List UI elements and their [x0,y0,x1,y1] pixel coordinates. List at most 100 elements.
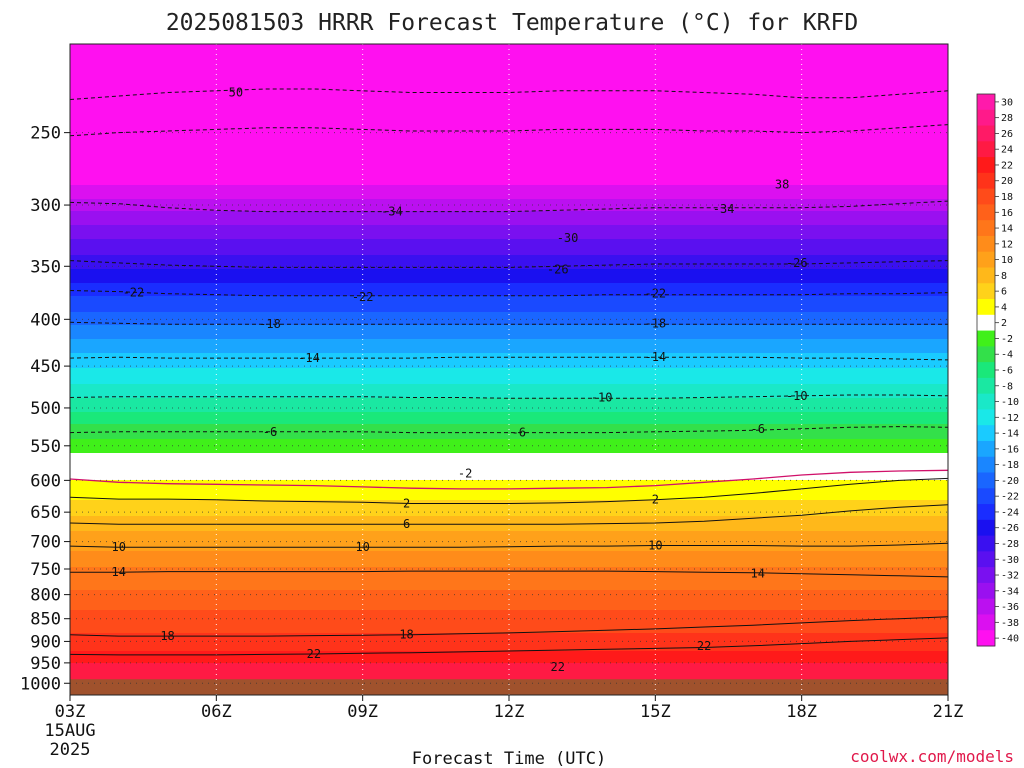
colorbar-swatch [977,582,995,600]
contour-label: -2 [458,467,472,481]
colorbar-swatch [977,535,995,552]
colorbar-label: -16 [1001,444,1019,455]
colorbar-label: 20 [1001,176,1013,187]
contour-label: 38 [775,178,789,192]
isotherm-line [70,260,948,268]
colorbar-swatch [977,94,995,111]
colorbar-label: 26 [1001,129,1013,140]
colorbar-label: -20 [1001,476,1019,487]
temperature-band [70,384,948,399]
temperature-band [70,439,948,454]
colorbar-label: -36 [1001,602,1019,613]
colorbar-swatch [977,630,995,647]
colorbar-label: 18 [1001,192,1013,203]
colorbar-label: 14 [1001,224,1013,235]
contour-label: -22 [644,287,666,301]
y-tick-label: 350 [30,257,61,277]
y-tick-label: 600 [30,471,61,491]
temperature-band [70,185,948,200]
contour-label: -14 [644,350,666,364]
contour-label: 14 [751,567,765,581]
temperature-band [70,424,948,440]
colorbar-label: -14 [1001,429,1019,440]
colorbar-label: -2 [1001,334,1013,345]
colorbar-label: 8 [1001,271,1007,282]
y-tick-label: 750 [30,560,61,580]
temperature-band [70,412,948,425]
colorbar-swatch [977,141,995,158]
colorbar-swatch [977,393,995,410]
colorbar-label: 6 [1001,287,1007,298]
x-tick-label: 18Z [786,702,817,722]
colorbar-label: -40 [1001,634,1019,645]
colorbar-label: 28 [1001,113,1013,124]
y-tick-label: 900 [30,632,61,652]
colorbar-swatch [977,299,995,316]
colorbar-swatch [977,377,995,395]
colorbar-swatch [977,504,995,521]
contour-label: 22 [697,639,711,653]
temperature-band [70,255,948,270]
x-date-day: 15AUG [44,721,95,741]
x-tick-label: 03Z [55,702,86,722]
contour-label: -22 [352,290,374,304]
colorbar-swatch [977,519,995,537]
contour-label: -6 [512,426,526,440]
colorbar-swatch [977,456,995,474]
isotherm-line [70,477,948,504]
contour-label: 14 [112,565,126,579]
contour-label: 18 [399,628,413,642]
temperature-band [70,590,948,611]
colorbar-swatch [977,283,995,300]
colorbar-label: -32 [1001,571,1019,582]
y-tick-label: 950 [30,654,61,674]
colorbar-label: -26 [1001,523,1019,534]
temperature-fill [70,44,948,695]
y-tick-label: 500 [30,399,61,419]
colorbar-label: -34 [1001,586,1019,597]
contour-label: 10 [648,539,662,553]
temperature-band [70,211,948,226]
contour-label: -6 [751,422,765,436]
x-date-year: 2025 [50,740,91,760]
contour-label: -10 [591,390,613,404]
colorbar-swatch [977,204,995,221]
contour-label: -6 [263,425,277,439]
colorbar-swatch [977,188,995,205]
colorbar-swatch [977,409,995,426]
isotherm-line [70,469,948,490]
contour-label: 18 [160,629,174,643]
colorbar-swatch [977,157,995,174]
colorbar-label: -22 [1001,492,1019,503]
colorbar-label: -28 [1001,539,1019,550]
x-tick-label: 21Z [933,702,964,722]
temperature-band [70,325,948,340]
x-tick-label: 09Z [347,702,378,722]
isotherm-line [70,637,948,656]
colorbar-label: -6 [1001,366,1013,377]
colorbar-swatch [977,551,995,568]
contour-label: 2 [652,493,659,507]
colorbar-label: -30 [1001,555,1019,566]
colorbar-swatch [977,425,995,442]
x-axis-label: Forecast Time (UTC) [412,749,606,768]
colorbar-swatch [977,488,995,505]
colorbar-label: 2 [1001,318,1007,329]
isotherm-contours [70,88,948,656]
colorbar-swatch [977,314,995,332]
y-tick-label: 1000 [20,674,61,694]
temperature-band [70,633,948,652]
temperature-band [70,480,948,501]
y-tick-label: 300 [30,196,61,216]
isotherm-line [70,394,948,399]
y-tick-label: 450 [30,357,61,377]
contour-label: -14 [298,351,320,365]
contour-label: -34 [713,202,735,216]
x-tick-label: 06Z [201,702,232,722]
colorbar-label: -8 [1001,381,1013,392]
colorbar-swatch [977,235,995,253]
contour-label: -26 [547,263,569,277]
colorbar-label: -24 [1001,507,1019,518]
